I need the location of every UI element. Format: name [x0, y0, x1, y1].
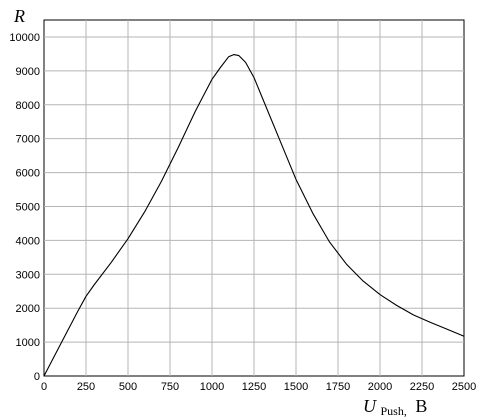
- x-tick-label: 2000: [368, 381, 392, 393]
- x-axis-label-unit: B: [415, 396, 427, 416]
- y-tick-label: 8000: [16, 100, 40, 112]
- y-tick-label: 3000: [16, 269, 40, 281]
- y-tick-label: 9000: [16, 66, 40, 78]
- x-tick-label: 0: [41, 381, 47, 393]
- y-tick-label: 6000: [16, 168, 40, 180]
- y-tick-label: 10000: [9, 32, 40, 44]
- grid-lines: [44, 20, 464, 376]
- x-axis-label-main: U: [363, 396, 377, 416]
- y-axis-label: R: [13, 6, 25, 26]
- y-tick-label: 4000: [16, 235, 40, 247]
- y-tick-label: 5000: [16, 201, 40, 213]
- series-line-1: [43, 54, 465, 377]
- x-tick-label: 2500: [452, 381, 476, 393]
- x-axis-label-sub: Push,: [381, 404, 407, 418]
- x-tick-label: 2250: [410, 381, 434, 393]
- x-tick-label: 250: [77, 381, 95, 393]
- x-axis-label: U Push, B: [363, 396, 427, 419]
- x-tick-label: 1750: [326, 381, 350, 393]
- series-group: [43, 54, 465, 377]
- x-tick-label: 1250: [242, 381, 266, 393]
- x-tick-label: 1000: [200, 381, 224, 393]
- y-tick-label: 0: [34, 371, 40, 383]
- y-tick-label: 2000: [16, 303, 40, 315]
- x-tick-label: 1500: [284, 381, 308, 393]
- y-tick-labels: 0 1000 2000 3000 4000 5000 6000 7000 8000 9000 100…: [9, 32, 40, 383]
- x-tick-labels: 0 250 500 750 1000 1250 1500 1750 2000 2250 2500: [41, 381, 476, 393]
- y-tick-label: 1000: [16, 337, 40, 349]
- x-tick-label: 750: [161, 381, 179, 393]
- y-tick-label: 7000: [16, 134, 40, 146]
- x-tick-label: 500: [119, 381, 137, 393]
